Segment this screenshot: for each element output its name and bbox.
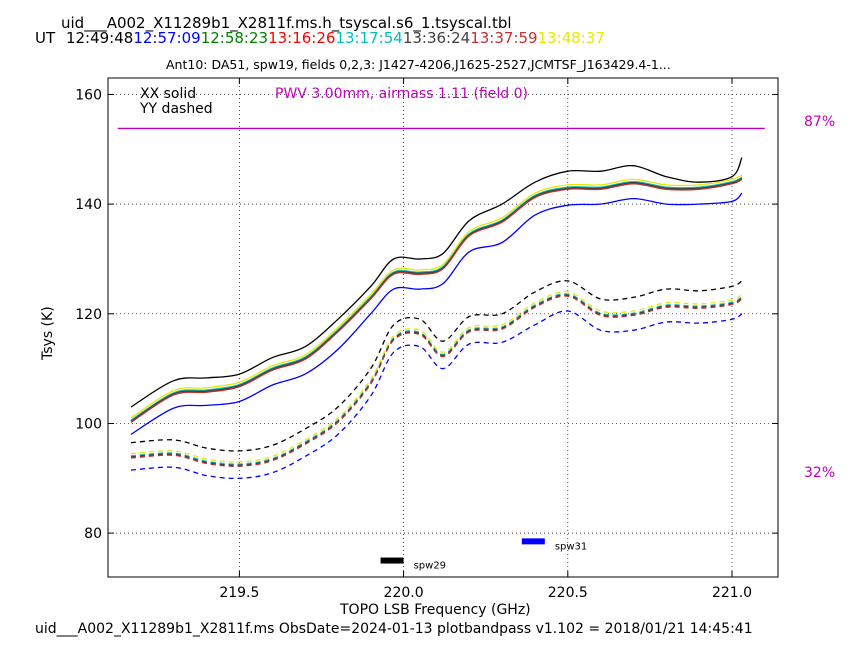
- xx-series-line: [130, 177, 743, 422]
- yy-series-line: [130, 310, 743, 480]
- x-tick-label: 220.0: [384, 585, 424, 601]
- y-tick-label: 140: [75, 197, 102, 213]
- xx-series-line: [130, 157, 743, 408]
- ut-time-1: 12:57:09: [133, 29, 201, 47]
- ut-time-6: 13:37:59: [470, 29, 538, 47]
- x-axis-label: TOPO LSB Frequency (GHz): [340, 602, 531, 618]
- yy-series-line: [130, 294, 743, 466]
- yy-series-line: [130, 280, 743, 452]
- yy-series-line: [130, 294, 743, 467]
- legend-xx-solid: XX solid: [140, 86, 196, 102]
- y-tick-label: 80: [84, 526, 102, 542]
- pwv-label: PWV 3.00mm, airmass 1.11 (field 0): [275, 86, 528, 102]
- x-tick-label: 219.5: [219, 585, 259, 601]
- yy-series-line: [130, 291, 743, 463]
- ut-times-row: UT 12:49:4812:57:0912:58:2313:16:2613:17…: [35, 29, 605, 47]
- ut-time-0: 12:49:48: [65, 29, 134, 47]
- legend-yy-dashed: YY dashed: [139, 101, 213, 117]
- ut-time-4: 13:17:54: [335, 29, 403, 47]
- ut-time-5: 13:36:24: [402, 29, 471, 47]
- spw-marker-bar: [521, 538, 545, 545]
- spw-marker-label: spw31: [555, 541, 587, 552]
- yy-series-line: [130, 295, 743, 467]
- y-axis-label: Tsys (K): [40, 306, 56, 360]
- footer-info: uid___A002_X11289b1_X2811f.ms ObsDate=20…: [35, 621, 753, 637]
- transmission-label-bottom: 32%: [804, 465, 835, 481]
- xx-series-line: [130, 178, 743, 423]
- ut-label: UT: [35, 29, 56, 47]
- y-tick-label: 100: [75, 416, 102, 432]
- ut-time-3: 13:16:26: [268, 29, 336, 47]
- ut-times: 12:49:4812:57:0912:58:2313:16:2613:17:54…: [60, 29, 605, 47]
- xx-series-line: [130, 192, 743, 435]
- ut-time-2: 12:58:23: [200, 29, 269, 47]
- table-name-title: uid___A002_X11289b1_X2811f.ms.h_tsyscal.…: [61, 14, 512, 32]
- x-tick-label: 221.0: [712, 585, 752, 601]
- yy-series-line: [130, 293, 743, 465]
- y-tick-label: 120: [75, 307, 102, 323]
- xx-series-line: [130, 177, 743, 422]
- spw-marker-bar: [380, 557, 404, 564]
- xx-series-line: [130, 174, 743, 419]
- spw-marker-label: spw29: [414, 561, 446, 572]
- xx-series-line: [130, 176, 743, 421]
- y-tick-label: 160: [75, 87, 102, 103]
- plot-frame: [107, 77, 779, 578]
- plot-subtitle: Ant10: DA51, spw19, fields 0,2,3: J1427-…: [166, 57, 671, 72]
- transmission-label-top: 87%: [804, 114, 835, 130]
- ut-time-7: 13:48:37: [537, 29, 605, 47]
- yy-series-line: [130, 293, 743, 466]
- x-tick-label: 220.5: [548, 585, 588, 601]
